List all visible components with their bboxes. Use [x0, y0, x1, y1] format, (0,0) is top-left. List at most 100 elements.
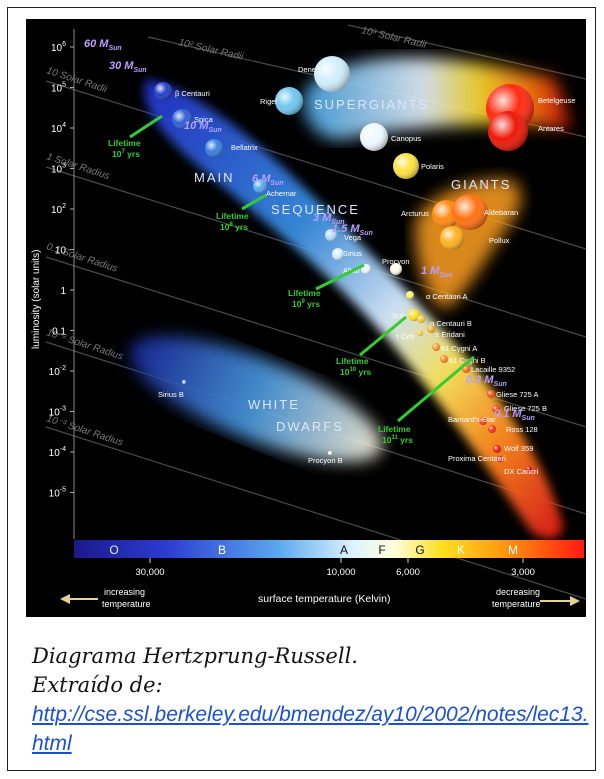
- star-label-bellatrix: Bellatrix: [231, 143, 258, 152]
- star-shading: [417, 315, 425, 323]
- region-giants: GIANTS: [451, 177, 511, 192]
- lifetime-value: 1011 yrs: [382, 435, 413, 445]
- star-shading: [417, 330, 423, 336]
- spectral-class-label: K: [457, 543, 465, 557]
- y-tick-label: 0.1: [52, 327, 66, 338]
- caption-title: Diagrama Hertzprung-Russell.: [32, 644, 358, 668]
- x-tick-label: 6,000: [396, 567, 420, 578]
- mass-label: 3 MSun: [313, 212, 345, 226]
- star-shading: [275, 87, 303, 115]
- star-label-sirius-b: Sirius B: [158, 390, 184, 399]
- decreasing-arrow-head: [570, 596, 580, 606]
- region-white: WHITE: [248, 397, 300, 412]
- star-label-rigel: Rigel: [260, 97, 277, 106]
- star-label-procyon-b: Procyon B: [308, 456, 343, 465]
- star-label-deneb: Deneb: [298, 65, 320, 74]
- spectral-class-label: F: [378, 543, 385, 557]
- x-tick-label: 3,000: [511, 567, 535, 578]
- star-shading: [479, 417, 487, 425]
- star-label-beta-centauri: β Centauri: [175, 89, 210, 98]
- x-tick-label: 10,000: [326, 567, 355, 578]
- lifetime-value: 109 yrs: [292, 299, 320, 309]
- star-label-vega: Vega: [344, 233, 362, 242]
- decreasing-label-2: temperature: [492, 599, 541, 609]
- region-sequence: SEQUENCE: [271, 202, 360, 217]
- spectral-class-label: O: [109, 543, 118, 557]
- lifetime-value: 107 yrs: [112, 149, 140, 159]
- lifetime-label: Lifetime: [108, 138, 141, 148]
- star-label-procyon: Procyon: [382, 257, 410, 266]
- mass-label: 1 MSun: [421, 265, 453, 279]
- hr-diagram: 10² Solar Radii 10³ Solar Radii 10 Solar…: [26, 19, 586, 617]
- star-label-tau-ceti: τ Ceti: [396, 332, 415, 341]
- x-tick-label: 30,000: [135, 567, 164, 578]
- mass-label: 6 MSun: [252, 173, 284, 187]
- star-label-61-cygni-b: 61 Cygni B: [449, 356, 486, 365]
- lifetime-pointer: [241, 193, 267, 211]
- star-shading: [526, 466, 532, 472]
- star-shading: [497, 456, 503, 462]
- lifetime-pointer: [129, 114, 163, 139]
- star-shading: [390, 263, 402, 275]
- mass-label: 0.3 MSun: [466, 374, 507, 388]
- star-label-antares: Antares: [538, 124, 564, 133]
- mass-label: 60 MSun: [84, 38, 122, 52]
- spectral-bar: [74, 540, 584, 558]
- star-shading: [406, 291, 414, 299]
- star-shading: [492, 405, 500, 413]
- star-label-betelgeuse: Betelgeuse: [538, 96, 576, 105]
- increasing-label-1: increasing: [104, 587, 145, 597]
- lifetime-value: 108 yrs: [220, 222, 248, 232]
- white-dwarf-band: [129, 336, 383, 462]
- star-label-canopus: Canopus: [391, 134, 421, 143]
- region-main: MAIN: [194, 170, 235, 185]
- star-shading: [205, 139, 223, 157]
- star-shading: [182, 380, 186, 384]
- lifetime-pointer: [359, 315, 407, 357]
- star-shading: [487, 390, 495, 398]
- y-tick-label: 10: [55, 246, 67, 257]
- star-label-dx-cancri: DX Cancri: [504, 467, 539, 476]
- star-shading: [172, 109, 192, 129]
- mass-label: 30 MSun: [109, 60, 147, 74]
- star-label-sirius: Sirius: [343, 249, 362, 258]
- lifetime-value: 1010 yrs: [340, 367, 372, 377]
- star-shading: [432, 343, 440, 351]
- star-label-arcturus: Arcturus: [401, 209, 429, 218]
- spectral-class-label: M: [508, 543, 518, 557]
- caption-link[interactable]: http://cse.ssl.berkeley.edu/bmendez/ay10…: [32, 703, 589, 755]
- star-label-achernar: Achernar: [266, 189, 297, 198]
- star-label-alpha-centauri-b: α Centauri B: [430, 319, 472, 328]
- star-shading: [427, 325, 435, 333]
- y-axis-label: luminosity (solar units): [31, 250, 42, 349]
- star-label-61-cygni-a: 61 Cygni A: [441, 344, 477, 353]
- star-label-gliese-725-a: Gliese 725 A: [496, 390, 539, 399]
- stars-layer: [154, 56, 534, 472]
- lifetime-pointer: [397, 355, 475, 423]
- lifetime-label: Lifetime: [288, 288, 321, 298]
- star-shading: [440, 355, 448, 363]
- star-shading: [314, 56, 350, 92]
- star-label-barnards-star: Barnard's Star: [448, 415, 496, 424]
- star-label-aldebaran: Aldebaran: [484, 208, 518, 217]
- spectral-class-label: A: [340, 543, 348, 557]
- mass-label: 0.1 MSun: [494, 408, 535, 422]
- lifetime-label: Lifetime: [378, 424, 411, 434]
- star-label-lacaille-9352: Lacaille 9352: [471, 365, 515, 374]
- main-sequence-band: [144, 79, 563, 539]
- star-shading: [360, 123, 388, 151]
- star-shading: [493, 445, 501, 453]
- star-shading: [325, 229, 337, 241]
- star-shading: [393, 153, 419, 179]
- spectral-class-label: B: [218, 543, 226, 557]
- mass-label: 1.5 MSun: [332, 223, 373, 237]
- star-shading: [332, 248, 344, 260]
- lifetime-label: Lifetime: [216, 211, 249, 221]
- decreasing-label-1: decreasing: [496, 587, 540, 597]
- star-label-sun: Sun: [392, 311, 405, 320]
- star-label-gliese-725-b: Gliese 725 B: [504, 404, 547, 413]
- star-shading: [328, 451, 332, 455]
- star-label-proxima-centauri: Proxima Centauri: [448, 454, 506, 463]
